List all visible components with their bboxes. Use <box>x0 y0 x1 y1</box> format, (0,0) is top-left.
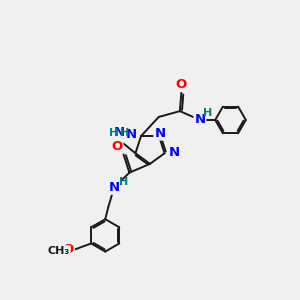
Text: O: O <box>111 140 123 153</box>
Text: N: N <box>154 127 165 140</box>
Text: N: N <box>168 146 179 159</box>
Text: N: N <box>114 126 125 139</box>
Text: H: H <box>119 176 128 187</box>
Text: H: H <box>120 128 129 138</box>
Text: O: O <box>176 78 187 91</box>
Text: CH₃: CH₃ <box>48 246 70 256</box>
Text: H: H <box>203 109 213 118</box>
Text: O: O <box>63 243 74 256</box>
Text: N: N <box>126 128 137 142</box>
Text: N: N <box>109 181 120 194</box>
Text: H: H <box>109 128 119 138</box>
Text: N: N <box>194 113 206 126</box>
